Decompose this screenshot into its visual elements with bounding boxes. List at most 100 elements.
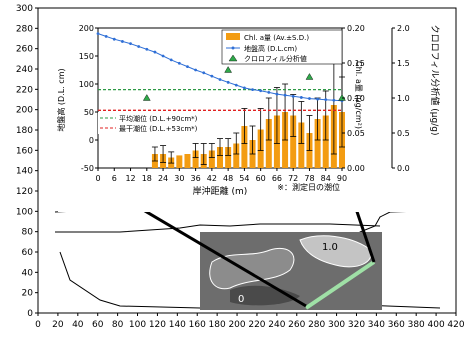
ground-level-point xyxy=(251,88,254,91)
chl-bar xyxy=(184,154,191,168)
outer-x-tick-label: 420 xyxy=(447,320,464,330)
chlorophyll-map-light-patch xyxy=(209,248,295,290)
outer-y-tick-label: 40 xyxy=(22,268,34,278)
chl-bars xyxy=(151,55,345,168)
ground-level-point xyxy=(267,91,271,94)
ground-level-point xyxy=(177,61,181,65)
outer-x-axis: 0 20 40 60 80 100 120 140 160 180 200 220 240 260 280 3… xyxy=(35,313,465,330)
chl-bar xyxy=(265,119,272,168)
ground-level-point xyxy=(121,40,124,43)
chl-bar xyxy=(298,122,305,168)
inset-tick-label: 0.20 xyxy=(347,24,365,33)
ground-level-point xyxy=(194,68,198,72)
tide-reference-lines xyxy=(98,88,342,111)
ground-level-point xyxy=(96,32,100,35)
outer-x-tick-label: 20 xyxy=(52,320,64,330)
analysis-markers xyxy=(142,66,346,101)
outer-y-tick-label: 300 xyxy=(16,4,33,14)
mean-tide-label: 平均潮位 (D.L.+90cm*) xyxy=(119,114,198,123)
outer-x-tick-label: 280 xyxy=(308,320,325,330)
outer-y-tick-label: 280 xyxy=(16,24,33,34)
ground-level-point xyxy=(308,97,311,100)
inset-x-tick-label: 42 xyxy=(207,174,217,183)
ground-level-point xyxy=(104,35,108,38)
chl-bar xyxy=(176,155,183,168)
inset-tick-label: 100 xyxy=(79,80,94,89)
ground-level-point xyxy=(202,71,206,75)
ground-level-point xyxy=(324,98,328,102)
coastal-structure-line xyxy=(55,223,381,233)
legend-marker-swatch xyxy=(228,54,238,62)
analysis-point xyxy=(224,66,232,73)
chl-bar xyxy=(233,143,240,168)
outer-x-tick-label: 360 xyxy=(388,320,405,330)
chl-bar xyxy=(314,119,321,168)
outer-y-axis: 3002802602402202001801601401201008060402… xyxy=(16,4,38,319)
inset-left-axis-label: 地盤高 (D.L. cm) xyxy=(56,68,66,131)
legend-bar-label: Chl. a量 (Av.±S.D.) xyxy=(244,34,309,42)
outer-x-tick-label: 260 xyxy=(288,320,305,330)
inset-x-tick-label: 84 xyxy=(321,174,331,183)
chlorophyll-map-high-patch xyxy=(299,235,372,268)
outer-x-tick-label: 240 xyxy=(268,320,285,330)
outer-y-tick-label: 120 xyxy=(16,187,33,197)
inset-x-tick-label: 18 xyxy=(142,174,152,183)
map-zero-label: 0 xyxy=(238,294,244,305)
inset-x-axis: 0 6 12 18 24 30 36 42 48 54 60 66 72 78 84 90 xyxy=(95,168,347,183)
ground-level-point xyxy=(243,86,246,90)
ground-level-point xyxy=(210,74,214,78)
analysis-point xyxy=(142,94,151,101)
series-legend: Chl. a量 (Av.±S.D.) 地盤高 (D.L.cm) クロロフィル分析… xyxy=(221,29,343,65)
outer-x-tick-label: 40 xyxy=(72,320,84,330)
ground-level-point xyxy=(145,47,149,51)
inset-right-axis: 2.0 1.5 1.0 0.5 0.0 xyxy=(391,24,410,173)
inset-x-tick-label: 90 xyxy=(337,174,347,183)
inset-tick-label: 0.00 xyxy=(347,164,365,173)
inset-x-tick-label: 54 xyxy=(239,174,249,183)
inset-x-tick-label: 12 xyxy=(125,174,135,183)
legend-bar-swatch xyxy=(226,33,240,40)
ground-level-point xyxy=(283,93,287,97)
inset-x-tick-label: 36 xyxy=(191,174,201,183)
outer-x-tick-label: 380 xyxy=(408,320,425,330)
inset-x-tick-label: 24 xyxy=(158,174,168,183)
inset-tick-label: 0.05 xyxy=(347,129,365,138)
ground-level-point xyxy=(186,65,189,69)
outer-x-tick-label: 320 xyxy=(348,320,365,330)
chl-bar xyxy=(241,126,248,168)
ground-level-point xyxy=(291,94,295,98)
inset-x-tick-label: 72 xyxy=(288,174,298,183)
inset-right-axis-label: クロロフィル分析値 (μg/g) xyxy=(429,25,441,136)
inset-tick-label: -50 xyxy=(81,164,94,173)
outer-y-tick-label: 220 xyxy=(16,85,33,95)
outer-plot-frame xyxy=(37,7,457,314)
inset-x-axis-label: 岸沖距離 (m) xyxy=(193,185,248,197)
ground-level-point xyxy=(332,98,336,102)
outer-y-tick-label: 240 xyxy=(16,65,33,75)
inset-tick-label: 1.5 xyxy=(397,59,410,68)
outer-y-tick-label: 20 xyxy=(22,289,34,299)
inset-x-tick-label: 6 xyxy=(112,174,117,183)
ground-level-point xyxy=(316,97,319,101)
outer-y-tick-label: 160 xyxy=(16,146,33,156)
outer-x-tick-label: 140 xyxy=(169,320,186,330)
legend-line-label: 地盤高 (D.L.cm) xyxy=(244,44,297,53)
inset-x-tick-label: 66 xyxy=(272,174,282,183)
outer-x-tick-label: 400 xyxy=(428,320,445,330)
ground-level-point xyxy=(169,58,173,62)
inset-tick-label: 0.10 xyxy=(347,94,365,103)
outer-y-tick-label: 60 xyxy=(22,248,34,258)
ground-level-point xyxy=(112,37,116,41)
map-contour-label: 1.0 xyxy=(322,242,338,253)
inset-mid-axis-label: Chl. a量 (μg/cm²) xyxy=(354,61,363,129)
outer-y-tick-label: 260 xyxy=(16,45,33,55)
inset-footnote: ※：測定日の潮位 xyxy=(277,182,340,192)
inset-tick-label: 2.0 xyxy=(397,24,410,33)
outer-x-tick-label: 100 xyxy=(129,320,146,330)
inset-x-tick-label: 60 xyxy=(256,174,266,183)
analysis-point xyxy=(305,73,314,80)
ground-level-point xyxy=(153,50,157,54)
chl-bar xyxy=(322,115,329,168)
outer-x-tick-label: 220 xyxy=(248,320,265,330)
